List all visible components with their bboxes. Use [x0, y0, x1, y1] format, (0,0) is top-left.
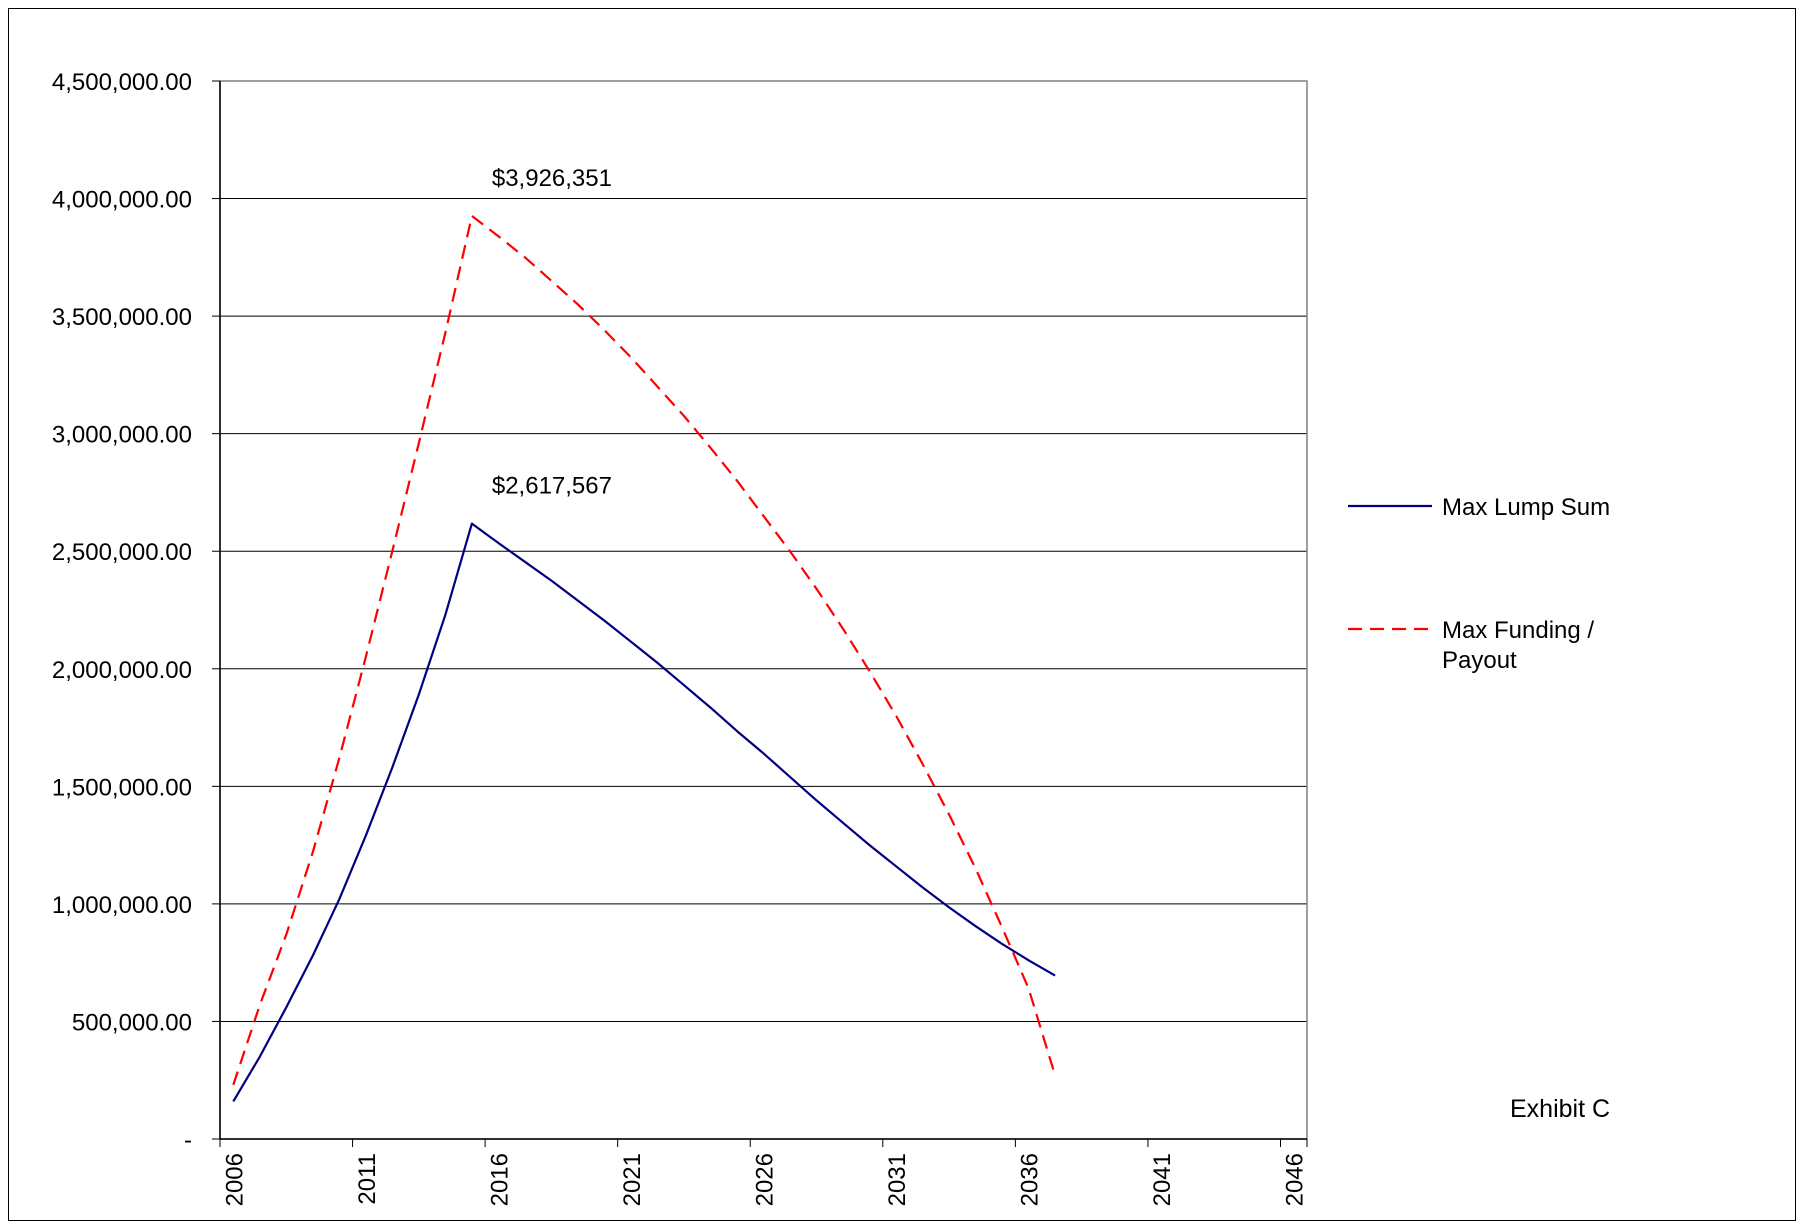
legend-label: Max Lump Sum — [1442, 494, 1610, 521]
chart-frame: - 500,000.00 1,000,000.00 1,500,000.00 2,000… — [8, 8, 1796, 1221]
y-tick-label: 1,000,000.00 — [52, 892, 192, 919]
series-max-funding-payout-line — [232, 214, 1057, 1086]
x-tick-label: 2016 — [486, 1153, 513, 1206]
y-tick-label: 3,000,000.00 — [52, 422, 192, 449]
x-tick-label: 2026 — [752, 1153, 779, 1206]
line-chart: - 500,000.00 1,000,000.00 1,500,000.00 2,000… — [52, 69, 1610, 1206]
exhibit-label: Exhibit C — [1510, 1095, 1610, 1123]
legend-label: Payout — [1442, 647, 1517, 674]
series-group — [232, 214, 1057, 1102]
y-tick-label: 2,000,000.00 — [52, 657, 192, 684]
x-tick-label: 2031 — [884, 1153, 911, 1206]
y-tick-label: 2,500,000.00 — [52, 539, 192, 566]
y-tick-label: 3,500,000.00 — [52, 304, 192, 331]
data-label: $3,926,351 — [492, 165, 612, 192]
y-tick-label: - — [184, 1127, 192, 1154]
y-tick-label: 4,500,000.00 — [52, 69, 192, 96]
series-max-lump-sum-line — [232, 522, 1056, 1102]
data-label: $2,617,567 — [492, 473, 612, 500]
gridlines — [220, 80, 1307, 1022]
x-axis: 2006 2011 2016 2021 2026 2031 2036 2041 2046 — [219, 1139, 1309, 1206]
y-tick-label: 1,500,000.00 — [52, 774, 192, 801]
x-tick-label: 2036 — [1017, 1153, 1044, 1206]
y-tick-label: 500,000.00 — [72, 1009, 192, 1036]
y-axis: - 500,000.00 1,000,000.00 1,500,000.00 2,000… — [52, 69, 220, 1154]
legend-label: Max Funding / — [1442, 617, 1594, 644]
legend: Max Lump Sum Max Funding / Payout — [1348, 494, 1610, 674]
x-tick-label: 2006 — [221, 1153, 248, 1206]
plot-area — [219, 80, 1308, 1140]
x-tick-label: 2041 — [1149, 1153, 1176, 1206]
y-tick-label: 4,000,000.00 — [52, 187, 192, 214]
annotations: $3,926,351 $2,617,567 — [492, 165, 612, 500]
x-tick-label: 2046 — [1282, 1153, 1309, 1206]
x-tick-label: 2021 — [619, 1153, 646, 1206]
plot-border-rect — [219, 80, 1308, 1140]
x-tick-label: 2011 — [354, 1153, 381, 1205]
